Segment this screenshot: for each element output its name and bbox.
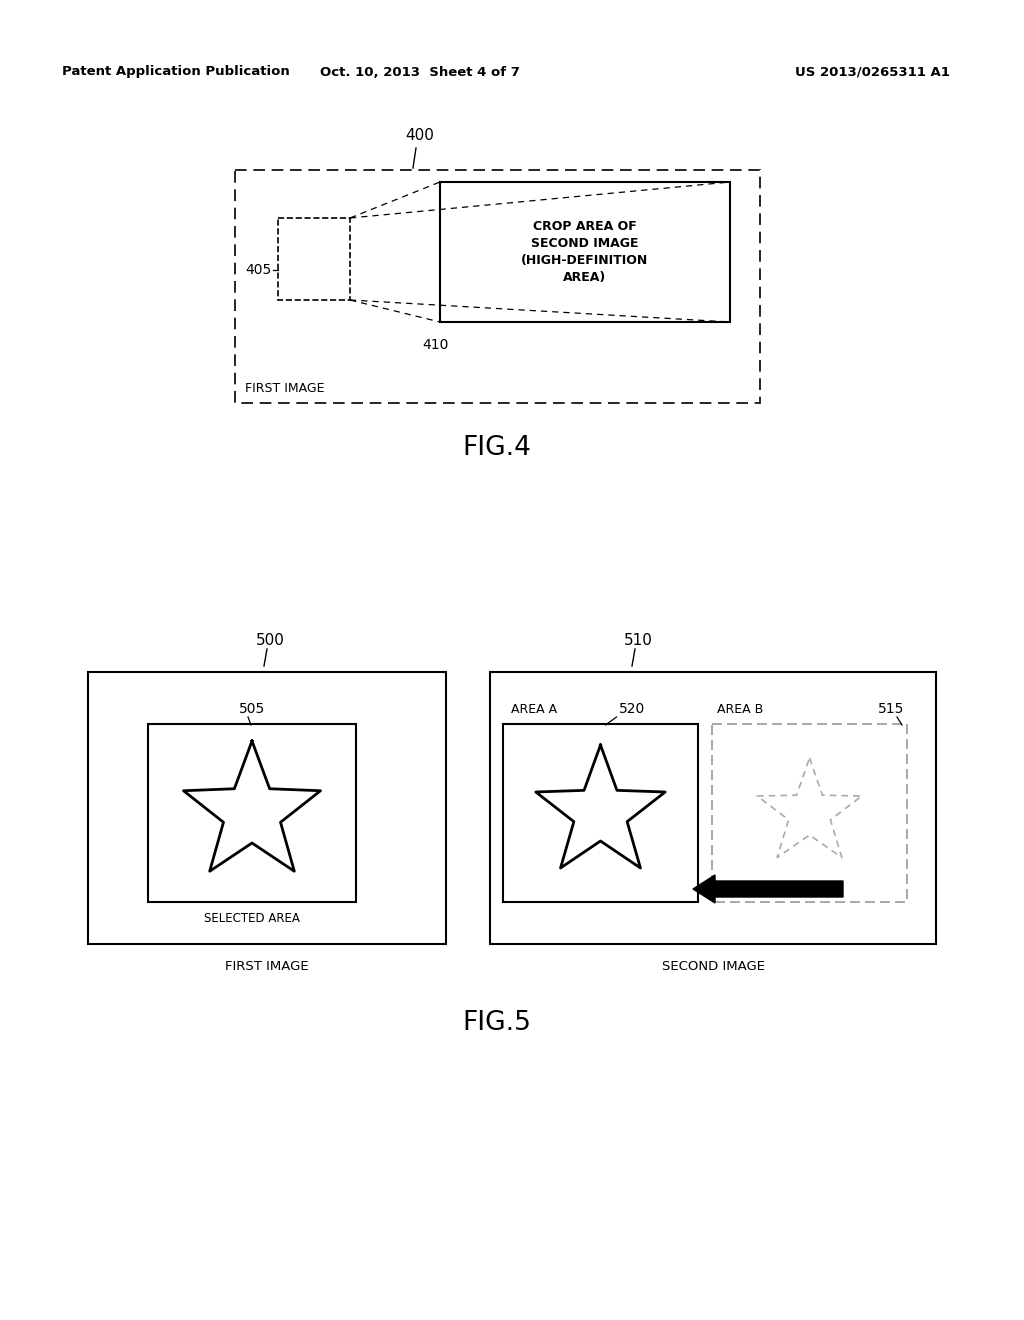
Text: FIG.5: FIG.5 bbox=[463, 1010, 531, 1036]
Text: SECOND IMAGE: SECOND IMAGE bbox=[662, 960, 765, 973]
Text: 515: 515 bbox=[878, 702, 904, 715]
Bar bbox=[88, 672, 446, 944]
Text: 505: 505 bbox=[239, 702, 265, 715]
Text: FIRST IMAGE: FIRST IMAGE bbox=[245, 381, 325, 395]
Text: Patent Application Publication: Patent Application Publication bbox=[62, 66, 290, 78]
FancyArrow shape bbox=[693, 875, 843, 903]
Text: 510: 510 bbox=[624, 634, 652, 648]
Text: 500: 500 bbox=[256, 634, 285, 648]
Bar bbox=[234, 170, 760, 403]
Text: AREA A: AREA A bbox=[511, 704, 557, 715]
Text: SELECTED AREA: SELECTED AREA bbox=[204, 912, 300, 925]
Text: 405: 405 bbox=[246, 263, 272, 277]
Bar bbox=[440, 182, 730, 322]
Text: FIG.4: FIG.4 bbox=[463, 436, 531, 461]
Text: US 2013/0265311 A1: US 2013/0265311 A1 bbox=[795, 66, 950, 78]
Text: 520: 520 bbox=[618, 702, 645, 715]
Bar bbox=[148, 723, 356, 902]
Text: CROP AREA OF
SECOND IMAGE
(HIGH-DEFINITION
AREA): CROP AREA OF SECOND IMAGE (HIGH-DEFINITI… bbox=[521, 220, 648, 284]
Bar bbox=[278, 218, 350, 300]
Text: 400: 400 bbox=[406, 128, 434, 143]
Text: FIRST IMAGE: FIRST IMAGE bbox=[225, 960, 309, 973]
Bar bbox=[503, 723, 698, 902]
Text: AREA B: AREA B bbox=[717, 704, 763, 715]
Bar bbox=[490, 672, 936, 944]
Bar bbox=[712, 723, 907, 902]
Text: Oct. 10, 2013  Sheet 4 of 7: Oct. 10, 2013 Sheet 4 of 7 bbox=[321, 66, 520, 78]
Text: 410: 410 bbox=[422, 338, 449, 352]
